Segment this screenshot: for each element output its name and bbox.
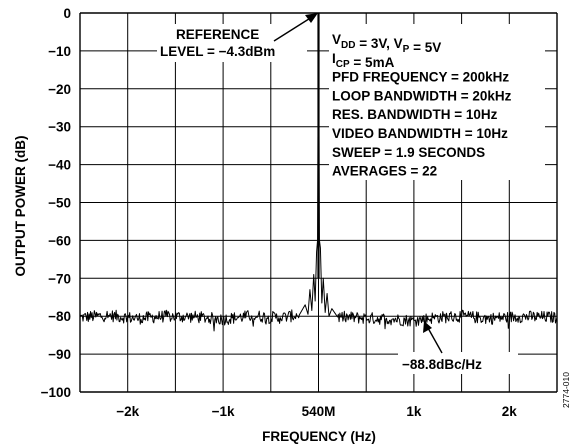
y-tick-label: −80 (48, 309, 71, 324)
test-condition-line: VIDEO BANDWIDTH = 10Hz (332, 126, 508, 141)
y-tick-label: 0 (63, 6, 71, 21)
y-tick-label: −30 (48, 120, 71, 135)
y-tick-label: −60 (48, 233, 71, 248)
test-condition-line: SWEEP = 1.9 SECONDS (332, 145, 485, 160)
figure-number: 2774-010 (561, 372, 571, 408)
reference-arrow (273, 13, 318, 42)
test-condition-line: VDD = 3V, VP = 5V (332, 32, 441, 55)
x-tick-label: 2k (502, 404, 518, 419)
y-tick-label: −50 (48, 196, 71, 211)
x-tick-label: −1k (212, 404, 235, 419)
y-tick-label: −40 (48, 158, 71, 173)
noise-level-arrow (423, 321, 443, 354)
y-axis-title: OUTPUT POWER (dB) (13, 136, 28, 277)
y-tick-label: −20 (48, 82, 71, 97)
y-axis-ticks: 0 −10 −20 −30 −40 −50 −60 −70 −80 −90 −100 (41, 6, 71, 400)
chart-annotations: REFERENCE LEVEL = −4.3dBm VDD = 3V, VP =… (157, 13, 545, 374)
x-tick-label: 1k (406, 404, 422, 419)
reference-label-line-1: REFERENCE (176, 27, 259, 42)
reference-label-line-2: LEVEL = −4.3dBm (160, 44, 275, 59)
test-condition-line: ICP = 5mA (332, 51, 395, 70)
reference-label-background (157, 24, 307, 62)
test-condition-line: RES. BANDWIDTH = 10Hz (332, 107, 498, 122)
test-condition-line: LOOP BANDWIDTH = 20kHz (332, 88, 512, 103)
chart-series (79, 12, 558, 332)
y-tick-label: −100 (41, 385, 71, 400)
conditions-box-background (329, 24, 545, 180)
test-condition-line: AVERAGES = 22 (332, 164, 437, 179)
y-tick-label: −70 (48, 271, 71, 286)
test-condition-line: PFD FREQUENCY = 200kHz (332, 70, 509, 85)
y-tick-label: −10 (48, 44, 71, 59)
noise-label-background (398, 352, 518, 374)
noise-level-label: −88.8dBc/Hz (402, 357, 482, 372)
x-axis-title: FREQUENCY (Hz) (262, 429, 376, 444)
x-tick-label: −2k (116, 404, 139, 419)
x-tick-label: 540M (302, 404, 336, 419)
y-tick-label: −90 (48, 347, 71, 362)
x-axis-ticks: −2k −1k 540M 1k 2k (116, 404, 517, 419)
